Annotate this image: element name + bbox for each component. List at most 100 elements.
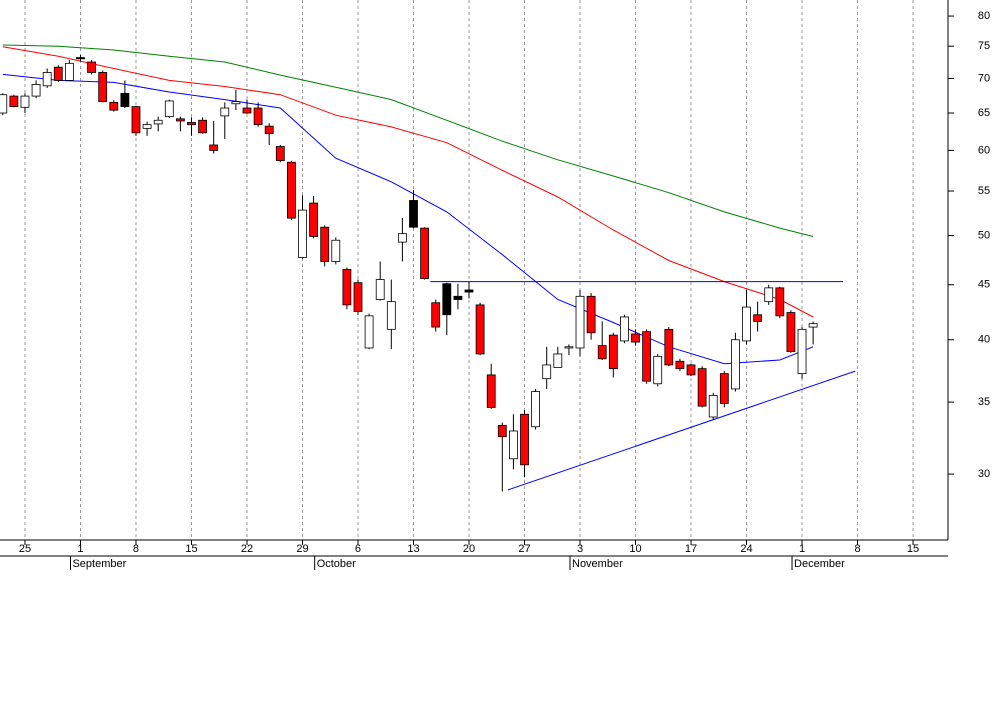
candle-body — [342, 269, 352, 306]
x-tick-label: 1 — [77, 543, 83, 555]
x-tick-label: 13 — [407, 543, 419, 555]
candle-body — [575, 295, 585, 349]
candle-body — [564, 346, 574, 349]
moving-average — [2, 46, 814, 318]
x-tick-label: 6 — [355, 543, 361, 555]
candle-body — [553, 353, 563, 368]
candle-body — [442, 283, 452, 316]
candle-body — [708, 395, 718, 418]
moving-average — [2, 44, 814, 237]
candle-body — [775, 287, 785, 317]
month-label: December — [794, 558, 845, 570]
x-tick-label: 17 — [685, 543, 697, 555]
y-tick-label: 80 — [978, 10, 990, 22]
candle-body — [753, 314, 763, 322]
candle-body — [431, 302, 441, 328]
candle-body — [187, 122, 196, 126]
candle-body — [31, 84, 41, 97]
candle-body — [309, 202, 318, 237]
candle-body — [175, 118, 185, 122]
candle-body — [420, 227, 430, 279]
trendline — [507, 370, 856, 491]
candle-body — [42, 72, 52, 87]
x-tick-label: 20 — [463, 543, 475, 555]
candle-body — [586, 295, 596, 334]
y-tick-label: 75 — [978, 40, 990, 52]
candle-body — [719, 373, 729, 404]
y-tick-label: 30 — [978, 468, 990, 480]
candle-body — [98, 72, 108, 103]
x-tick-label: 22 — [241, 543, 253, 555]
candle-body — [386, 301, 396, 330]
candle-body — [497, 424, 507, 438]
candle-body — [153, 119, 163, 125]
x-tick-label: 29 — [296, 543, 308, 555]
month-label: October — [317, 558, 356, 570]
candle-body — [542, 364, 552, 380]
candle-body — [520, 413, 529, 466]
candle-body — [808, 323, 818, 328]
moving-average — [2, 73, 814, 365]
candle-body — [409, 200, 418, 228]
x-tick-label: 15 — [185, 543, 197, 555]
candle-body — [686, 364, 696, 376]
candle-body — [0, 94, 8, 114]
candle-body — [331, 239, 341, 262]
candle-body — [275, 146, 285, 162]
candle-body — [87, 61, 96, 73]
candle-body — [664, 328, 674, 366]
candle-body — [697, 368, 707, 407]
x-tick-label: 24 — [740, 543, 752, 555]
x-tick-label: 8 — [133, 543, 139, 555]
candle-body — [509, 430, 518, 460]
candle-body — [109, 101, 119, 111]
candle-body — [209, 144, 219, 151]
candle-body — [353, 282, 363, 312]
candle-body — [20, 95, 30, 108]
candle-body — [375, 279, 385, 300]
y-tick-label: 35 — [978, 396, 990, 408]
x-tick-label: 8 — [854, 543, 860, 555]
candle-body — [9, 95, 19, 108]
candle-body — [320, 226, 330, 262]
candle-body — [131, 106, 141, 134]
candle-body — [675, 360, 685, 370]
candle-body — [264, 125, 274, 134]
y-tick-label: 65 — [978, 107, 990, 119]
y-tick-label: 50 — [978, 229, 990, 241]
candle-body — [642, 331, 652, 382]
x-tick-label: 25 — [19, 543, 31, 555]
y-tick-label: 45 — [978, 279, 990, 291]
candle-body — [398, 233, 407, 243]
candle-body — [364, 315, 374, 349]
candle-body — [286, 161, 296, 219]
candle-body — [453, 295, 463, 300]
x-tick-label: 1 — [799, 543, 805, 555]
y-tick-label: 70 — [978, 72, 990, 84]
candle-body — [76, 57, 85, 60]
candle-body — [231, 101, 241, 105]
candle-body — [742, 306, 751, 342]
candle-body — [142, 124, 152, 129]
candle-body — [242, 107, 252, 114]
candle-body — [786, 312, 796, 352]
candle-body — [486, 374, 496, 408]
candle-body — [220, 107, 230, 117]
candle-body — [608, 334, 618, 370]
candle-body — [120, 92, 130, 108]
candle-body — [653, 355, 663, 385]
candle-body — [731, 339, 740, 390]
candle-body — [764, 287, 774, 303]
candle-body — [531, 391, 541, 428]
candle-body — [475, 304, 485, 355]
x-tick-label: 27 — [518, 543, 530, 555]
candle-body — [620, 316, 629, 342]
candle-body — [64, 62, 74, 81]
candle-body — [631, 333, 640, 343]
y-tick-label: 40 — [978, 334, 990, 346]
candle-body — [597, 345, 607, 360]
y-tick-label: 60 — [978, 144, 990, 156]
x-tick-label: 10 — [629, 543, 641, 555]
